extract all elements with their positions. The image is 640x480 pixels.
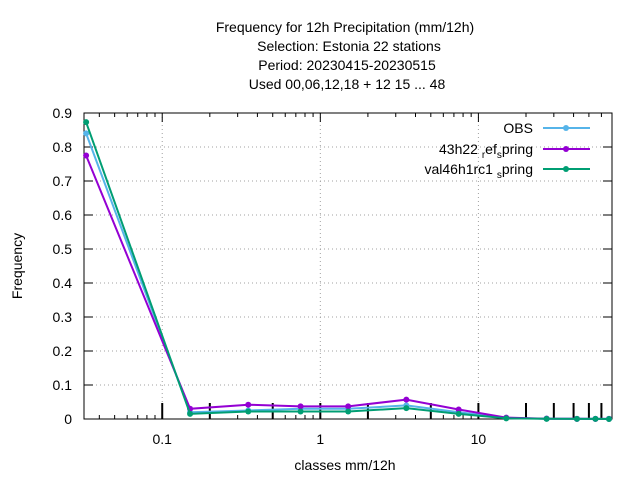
title-line-4: Used 00,06,12,18 + 12 15 ... 48	[249, 76, 446, 92]
data-point	[455, 410, 462, 417]
data-point	[573, 415, 580, 422]
legend-label-part: pring	[502, 141, 533, 157]
grid-lines	[84, 113, 612, 419]
series-line	[85, 155, 609, 420]
y-tick-label: 0	[64, 411, 72, 427]
title-line-2: Selection: Estonia 22 stations	[257, 38, 441, 54]
data-point	[83, 130, 90, 137]
data-point	[605, 415, 612, 422]
legend-label: val46h1rc1 spring	[424, 161, 533, 181]
legend-entry-2: 43h22 refspring	[439, 141, 590, 161]
y-tick-label: 0.8	[53, 139, 73, 155]
plot-frame	[83, 112, 613, 420]
y-tick-label: 0.2	[53, 343, 73, 359]
legend-swatch-point	[563, 166, 569, 172]
data-point	[187, 410, 194, 417]
y-tick-label: 0.6	[53, 207, 73, 223]
data-point	[297, 408, 304, 415]
data-point	[543, 415, 550, 422]
legend-swatch-point	[563, 146, 569, 152]
legend-label-part: pring	[502, 161, 533, 177]
data-series	[83, 119, 612, 422]
legend-label-part: r	[482, 150, 486, 161]
data-point	[245, 401, 252, 408]
x-axis-label: classes mm/12h	[294, 457, 395, 473]
data-point	[592, 415, 599, 422]
y-tick-label: 0.3	[53, 309, 73, 325]
x-tick-label: 10	[471, 431, 487, 447]
legend-label-part: ef	[485, 141, 497, 157]
data-point	[83, 119, 90, 126]
data-point	[503, 415, 510, 422]
legend-entry-1: OBS	[503, 120, 590, 136]
y-tick-label: 0.5	[53, 241, 73, 257]
legend-swatch-point	[563, 125, 569, 131]
data-point	[83, 152, 90, 159]
legend-label-part: val46h1rc1	[424, 161, 496, 177]
data-point	[403, 396, 410, 403]
x-tick-label: 0.1	[152, 431, 172, 447]
data-point	[403, 405, 410, 412]
y-axis-label: Frequency	[9, 233, 25, 299]
data-point	[345, 403, 352, 410]
legend-label: OBS	[503, 120, 533, 136]
title-line-3: Period: 20230415-20230515	[258, 57, 436, 73]
y-tick-label: 0.1	[53, 377, 73, 393]
title-line-1: Frequency for 12h Precipitation (mm/12h)	[216, 19, 474, 35]
series-line	[85, 121, 610, 420]
series-3	[83, 119, 612, 422]
legend-label-part: s	[497, 170, 502, 181]
legend-entry-3: val46h1rc1 spring	[424, 161, 590, 181]
legend-label-part: s	[497, 150, 502, 161]
legend-label-part: 43h22	[439, 141, 482, 157]
y-tick-label: 0.4	[53, 275, 73, 291]
legend-label: 43h22 refspring	[439, 141, 533, 161]
x-tick-label: 1	[316, 431, 324, 447]
data-point	[245, 408, 252, 415]
data-point	[297, 403, 304, 410]
chart-title: Frequency for 12h Precipitation (mm/12h)…	[216, 19, 474, 92]
data-point	[345, 408, 352, 415]
y-tick-label: 0.9	[53, 105, 73, 121]
data-point	[455, 406, 462, 413]
y-tick-label: 0.7	[53, 173, 73, 189]
